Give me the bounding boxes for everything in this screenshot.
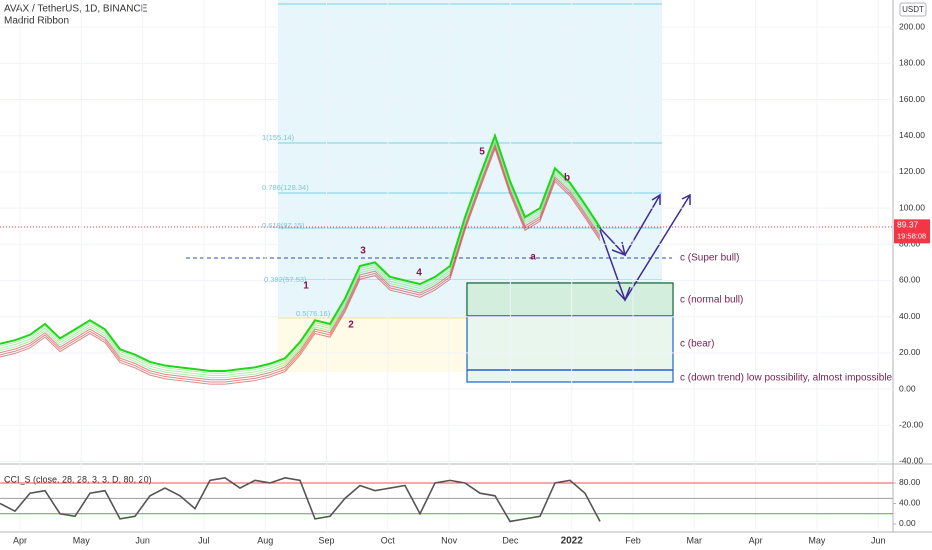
last-price-badge — [894, 219, 930, 244]
series-line — [0, 476, 601, 523]
y-tick-label: -40.00 — [899, 456, 923, 466]
x-tick-label: 2022 — [561, 536, 584, 547]
x-tick-label: Apr — [13, 535, 27, 545]
last-price-label: 89.37 — [897, 220, 919, 230]
wave-label: 4 — [416, 268, 422, 279]
y-tick-label: 120.00 — [899, 166, 925, 176]
fib-label: 0.5(76.16) — [296, 309, 331, 318]
y-tick-label: 180.00 — [899, 58, 925, 68]
ribbon-band — [0, 147, 601, 385]
wave-label: 2 — [348, 320, 354, 331]
arrow-head — [611, 241, 627, 257]
y-tick-label: 20.00 — [899, 347, 921, 357]
indicator-name: Madrid Ribbon — [4, 16, 69, 27]
wave-label: a — [530, 252, 536, 263]
y-tick-label: 100.00 — [899, 202, 925, 212]
cci-title: CCI_S (close, 28, 28, 3, 3, D, 80, 20) — [4, 474, 152, 484]
fib-label: 0.382(57.53) — [264, 275, 307, 284]
y-tick-label: 160.00 — [899, 94, 925, 104]
x-tick-label: Feb — [625, 535, 641, 545]
x-tick-label: Aug — [257, 535, 273, 545]
fib-label: 0.618(97.15) — [262, 221, 305, 230]
ribbon-band — [0, 138, 601, 376]
x-tick-label: May — [73, 535, 91, 545]
target-label: c (bear) — [680, 339, 714, 350]
arrow-head — [651, 193, 661, 205]
fib-label: 1(155.14) — [262, 133, 295, 142]
x-tick-label: Dec — [502, 535, 519, 545]
wave-label: 5 — [479, 147, 485, 158]
currency-box[interactable] — [899, 2, 927, 17]
target-label: c (Super bull) — [680, 253, 739, 264]
symbol-title: AVAX / TetherUS, 1D, BINANCE — [4, 4, 148, 15]
currency: USDT — [902, 5, 924, 14]
fib-label: 0.786(128.34) — [262, 183, 309, 192]
y-tick-label: 0.00 — [899, 518, 916, 528]
y-tick-label: -20.00 — [899, 420, 923, 430]
arrow-head — [615, 286, 631, 302]
x-tick-label: Jul — [198, 535, 210, 545]
x-tick-label: Nov — [441, 535, 458, 545]
countdown: 19:58:08 — [897, 231, 926, 240]
fib-zone — [278, 0, 662, 318]
x-tick-label: Apr — [749, 535, 763, 545]
y-tick-label: 60.00 — [899, 275, 921, 285]
series-line — [0, 132, 601, 372]
target-label: c (down trend) low possibility, almost i… — [680, 373, 893, 384]
y-tick-label: 200.00 — [899, 21, 925, 31]
y-tick-label: 40.00 — [899, 311, 921, 321]
normal-bull-box — [466, 282, 674, 317]
x-tick-label: Oct — [381, 535, 396, 545]
arrow-head — [681, 193, 691, 205]
wave-label: b — [564, 173, 570, 184]
ribbon-band — [0, 140, 601, 379]
x-tick-label: Sep — [318, 535, 334, 545]
ribbon-band — [0, 143, 601, 381]
y-tick-label: 80.00 — [899, 477, 921, 487]
x-tick-label: Mar — [687, 535, 703, 545]
x-tick-label: May — [808, 535, 826, 545]
wave-label: 3 — [360, 246, 366, 257]
y-tick-label: 140.00 — [899, 130, 925, 140]
y-tick-label: 80.00 — [899, 239, 921, 249]
ribbon-band — [0, 145, 601, 383]
y-tick-label: 40.00 — [899, 498, 921, 508]
target-label: c (normal bull) — [680, 295, 743, 306]
wave-label: 1 — [303, 281, 309, 292]
x-tick-label: Jun — [135, 535, 150, 545]
y-tick-label: 0.00 — [899, 383, 916, 393]
x-tick-label: Jun — [871, 535, 886, 545]
